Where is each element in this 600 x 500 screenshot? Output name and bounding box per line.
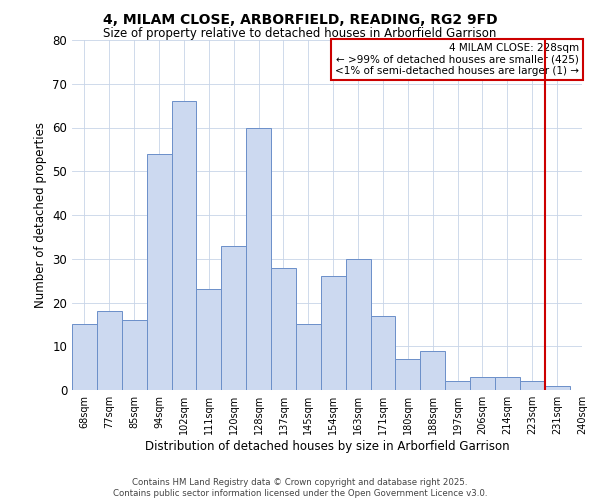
Y-axis label: Number of detached properties: Number of detached properties — [34, 122, 47, 308]
Bar — [196, 290, 221, 390]
Text: 4 MILAM CLOSE: 228sqm
← >99% of detached houses are smaller (425)
<1% of semi-de: 4 MILAM CLOSE: 228sqm ← >99% of detached… — [335, 43, 579, 76]
Text: 4, MILAM CLOSE, ARBORFIELD, READING, RG2 9FD: 4, MILAM CLOSE, ARBORFIELD, READING, RG2… — [103, 12, 497, 26]
Bar — [420, 350, 445, 390]
Bar — [371, 316, 395, 390]
X-axis label: Distribution of detached houses by size in Arborfield Garrison: Distribution of detached houses by size … — [145, 440, 509, 453]
Bar — [246, 128, 271, 390]
Bar — [545, 386, 569, 390]
Bar — [321, 276, 346, 390]
Bar — [520, 381, 545, 390]
Bar — [72, 324, 97, 390]
Bar — [172, 101, 196, 390]
Bar — [346, 259, 371, 390]
Bar — [97, 311, 122, 390]
Bar — [146, 154, 172, 390]
Text: Contains HM Land Registry data © Crown copyright and database right 2025.
Contai: Contains HM Land Registry data © Crown c… — [113, 478, 487, 498]
Bar — [296, 324, 321, 390]
Text: Size of property relative to detached houses in Arborfield Garrison: Size of property relative to detached ho… — [103, 28, 497, 40]
Bar — [470, 377, 495, 390]
Bar — [495, 377, 520, 390]
Bar — [445, 381, 470, 390]
Bar — [395, 360, 420, 390]
Bar — [122, 320, 146, 390]
Bar — [221, 246, 246, 390]
Bar — [271, 268, 296, 390]
